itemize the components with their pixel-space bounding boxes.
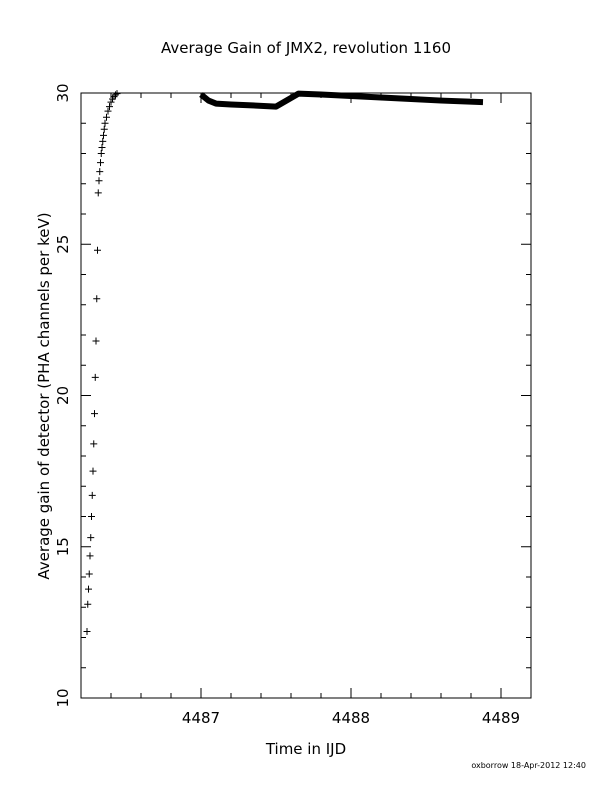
- data-point-plus: [88, 513, 95, 520]
- plot-frame: [80, 92, 532, 699]
- x-tick-label: 4488: [332, 709, 370, 727]
- data-point-plus: [86, 552, 94, 560]
- data-point-plus: [88, 491, 96, 499]
- data-point-plus: [103, 113, 110, 121]
- data-point-plus: [92, 337, 100, 345]
- data-point-plus: [98, 143, 106, 151]
- data-point-plus: [107, 98, 115, 106]
- data-point-plus: [85, 585, 92, 593]
- chart-title: Average Gain of JMX2, revolution 1160: [161, 39, 451, 57]
- data-point-plus: [99, 137, 107, 145]
- y-tick-label: 25: [54, 235, 72, 254]
- data-point-plus: [89, 467, 97, 475]
- y-tick-label: 10: [54, 688, 72, 707]
- y-axis-label: Average gain of detector (PHA channels p…: [35, 212, 53, 579]
- x-axis-label: Time in IJD: [265, 740, 346, 758]
- data-point-plus: [91, 373, 99, 381]
- data-series-line: [199, 90, 484, 110]
- x-axis-ticks: 4487 4488 4489: [80, 93, 532, 727]
- data-point-plus: [84, 600, 92, 608]
- data-point-plus: [106, 103, 113, 111]
- data-point-plus: [94, 246, 101, 254]
- data-point-plus: [100, 131, 107, 139]
- data-marks: [83, 90, 484, 635]
- data-point-plus: [96, 168, 104, 176]
- data-point-plus: [87, 534, 95, 542]
- data-point-plus: [97, 159, 104, 167]
- data-point-plus: [101, 119, 109, 127]
- data-point-plus: [90, 440, 98, 448]
- data-point-plus: [113, 90, 121, 98]
- y-tick-label: 20: [54, 386, 72, 405]
- footer-credit: oxborrow 18-Apr-2012 12:40: [471, 761, 586, 770]
- y-axis-ticks: 10 15 20 25 30: [54, 83, 531, 708]
- data-point-plus: [93, 295, 101, 303]
- data-point-plus: [104, 107, 112, 115]
- x-tick-label: 4489: [482, 709, 520, 727]
- data-point-plus: [97, 150, 105, 157]
- x-tick-label: 4487: [182, 709, 220, 727]
- data-point-plus: [91, 410, 98, 418]
- data-point-plus: [95, 177, 103, 185]
- data-point-plus: [112, 91, 119, 99]
- data-point-plus: [94, 189, 102, 197]
- data-point-plus: [85, 570, 93, 578]
- y-tick-label: 15: [54, 537, 72, 556]
- data-point-plus: [100, 125, 108, 133]
- data-point-plus: [110, 93, 118, 101]
- data-point-plus: [83, 627, 91, 635]
- y-tick-label: 30: [54, 83, 72, 102]
